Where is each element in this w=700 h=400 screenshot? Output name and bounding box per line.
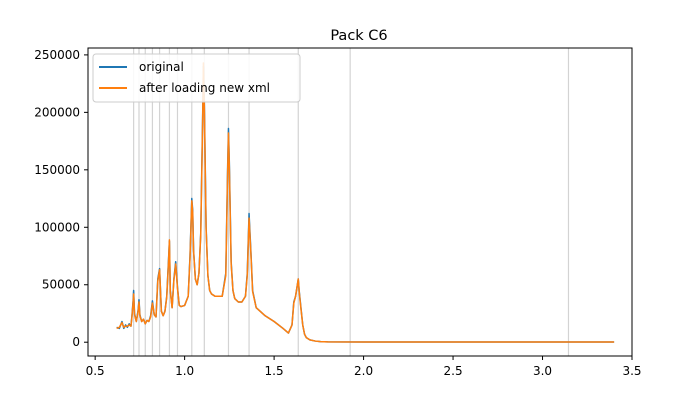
legend: original after loading new xml bbox=[92, 53, 301, 103]
y-tick-label-2: 100000 bbox=[34, 220, 80, 234]
legend-label-after-loading: after loading new xml bbox=[139, 81, 270, 95]
series-line-1 bbox=[116, 62, 615, 343]
x-axis: 0.5 1.0 1.5 2.0 2.5 3.0 3.5 bbox=[86, 356, 642, 378]
y-tick-label-1: 50000 bbox=[42, 278, 80, 292]
x-tick-label-0: 0.5 bbox=[86, 364, 105, 378]
chart-title: Pack C6 bbox=[330, 28, 387, 44]
y-tick-label-4: 200000 bbox=[34, 105, 80, 119]
y-tick-label-0: 0 bbox=[72, 335, 80, 349]
legend-label-original: original bbox=[139, 60, 184, 74]
y-axis: 0 50000 100000 150000 200000 250000 bbox=[34, 48, 88, 349]
x-tick-label-5: 3.0 bbox=[533, 364, 552, 378]
x-tick-label-6: 3.5 bbox=[622, 364, 641, 378]
legend-box bbox=[92, 53, 301, 103]
x-tick-label-4: 2.5 bbox=[444, 364, 463, 378]
y-tick-label-5: 250000 bbox=[34, 48, 80, 62]
y-tick-label-3: 150000 bbox=[34, 163, 80, 177]
plot-frame bbox=[87, 47, 633, 357]
x-tick-label-1: 1.0 bbox=[175, 364, 194, 378]
x-tick-label-2: 1.5 bbox=[265, 364, 284, 378]
series-group bbox=[116, 62, 615, 343]
x-tick-label-3: 2.0 bbox=[354, 364, 373, 378]
